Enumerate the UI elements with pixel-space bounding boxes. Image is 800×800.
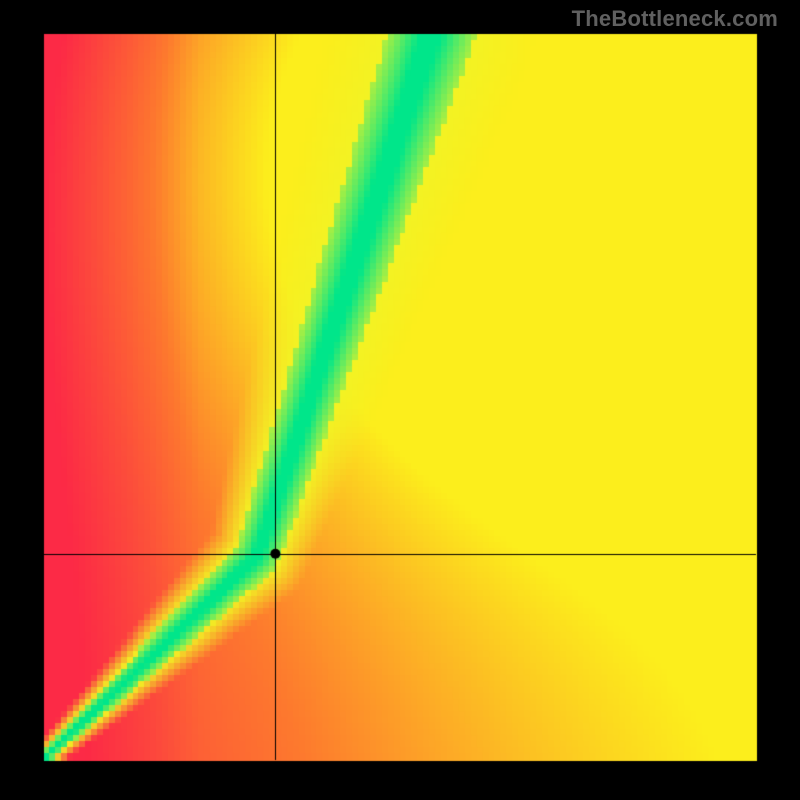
bottleneck-heatmap (0, 0, 800, 800)
watermark: TheBottleneck.com (572, 6, 778, 32)
